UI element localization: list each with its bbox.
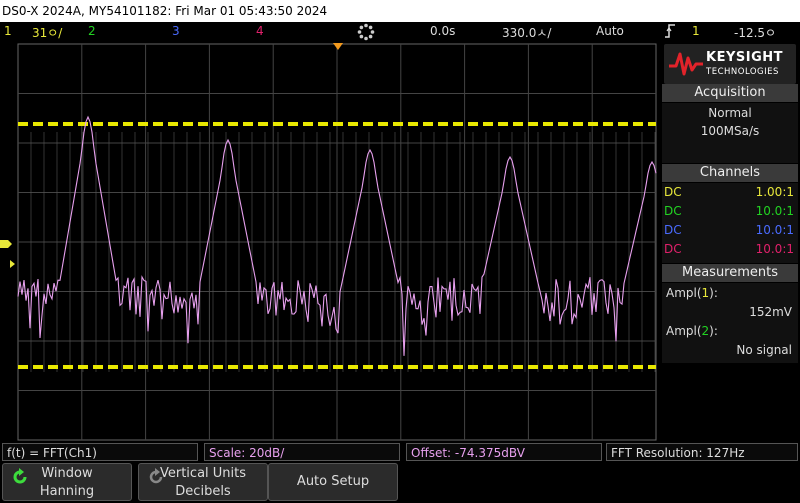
side-panel: KEYSIGHT TECHNOLOGIES Acquisition Normal…: [660, 42, 800, 442]
title-text: DS0-X 2024A, MY54101182: Fri Mar 01 05:4…: [2, 4, 328, 18]
channel-row-2: DC 10.0:1: [664, 204, 794, 218]
fft-resolution: FFT Resolution: 127Hz: [606, 443, 798, 461]
trigger-position-marker: [333, 43, 343, 50]
ch1-scale[interactable]: 31ㅇ/: [32, 26, 63, 40]
math-function[interactable]: f(t) = FFT(Ch1): [2, 443, 198, 461]
ch3-number[interactable]: 3: [172, 24, 180, 38]
time-position[interactable]: 0.0s: [430, 24, 456, 38]
trigger-level[interactable]: -12.5ㅇ: [734, 26, 777, 40]
time-scale[interactable]: 330.0ㅅ/: [502, 26, 552, 40]
acquisition-mode: Normal: [708, 106, 752, 120]
ch1-number[interactable]: 1: [4, 24, 12, 38]
rotate-knob-icon: [11, 468, 29, 490]
measurements-box[interactable]: Ampl(1): 152mV Ampl(2): No signal: [662, 283, 798, 363]
waveform-display[interactable]: [0, 42, 660, 442]
channel-row-1: DC 1.00:1: [664, 185, 794, 199]
ch4-number[interactable]: 4: [256, 24, 264, 38]
sample-rate: 100MSa/s: [700, 124, 760, 138]
channels-header: Channels: [662, 164, 798, 182]
measurement-1-value: 152mV: [749, 305, 792, 319]
channel1-level-marker: [10, 260, 15, 268]
ch2-number[interactable]: 2: [88, 24, 96, 38]
trigger-source[interactable]: 1: [692, 24, 700, 38]
measurement-2-value: No signal: [736, 343, 792, 357]
math-scale[interactable]: Scale: 20dB/: [204, 443, 400, 461]
run-state-icon: [356, 22, 376, 45]
channel-row-4: DC 10.0:1: [664, 242, 794, 256]
vertical-units-softkey[interactable]: Vertical Units Decibels: [138, 463, 268, 501]
channel-row-3: DC 10.0:1: [664, 223, 794, 237]
trigger-edge-icon: [664, 23, 676, 42]
vertical-units-value: Decibels: [175, 484, 231, 499]
measurements-header: Measurements: [662, 264, 798, 282]
vertical-units-title: Vertical Units: [159, 466, 247, 481]
channels-box[interactable]: DC 1.00:1 DC 10.0:1 DC 10.0:1 DC 10.0:1: [662, 183, 798, 263]
status-bar: 1 31ㅇ/ 2 3 4 0.0s 330.0ㅅ/ Auto 1 -12.5ㅇ: [0, 22, 800, 42]
auto-setup-softkey[interactable]: Auto Setup: [268, 463, 398, 501]
window-value: Hanning: [39, 484, 95, 499]
trigger-mode[interactable]: Auto: [596, 24, 624, 38]
acquisition-header: Acquisition: [662, 84, 798, 102]
graticule: [0, 43, 657, 441]
rotate-knob-icon-dim: [147, 468, 165, 490]
keysight-logo: KEYSIGHT TECHNOLOGIES: [664, 44, 796, 84]
acquisition-box[interactable]: Normal 100MSa/s: [662, 103, 798, 163]
window-softkey[interactable]: Window Hanning: [2, 463, 132, 501]
fft-trace: [17, 115, 657, 356]
auto-setup-label: Auto Setup: [296, 474, 370, 489]
math-offset[interactable]: Offset: -74.375dBV: [406, 443, 602, 461]
title-bar: DS0-X 2024A, MY54101182: Fri Mar 01 05:4…: [0, 0, 800, 22]
channel1-ground-marker: [0, 240, 12, 248]
window-title: Window: [41, 466, 93, 481]
keysight-wave-icon: [669, 52, 703, 76]
measurement-1-label: Ampl(1):: [666, 286, 718, 300]
measurement-2-label: Ampl(2):: [666, 324, 718, 338]
